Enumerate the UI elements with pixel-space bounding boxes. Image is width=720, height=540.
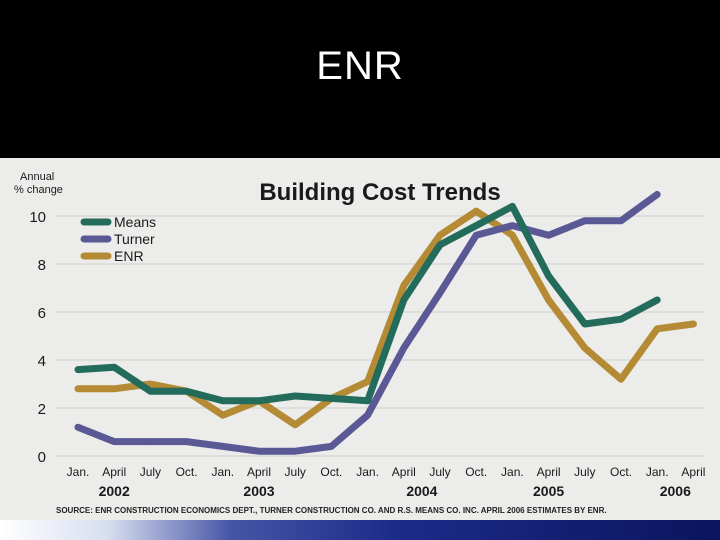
point-means [474,224,478,228]
point-means [293,394,297,398]
series-line-turner [74,190,661,455]
point-turner [293,449,297,453]
year-labels: 2002 2003 2004 2005 2006 [99,483,691,499]
x-tick-label: Jan. [356,465,379,479]
point-enr [547,298,551,302]
point-enr [366,380,370,384]
x-tick-label: April [392,465,416,479]
x-tick-label: Oct. [176,465,198,479]
point-enr [619,377,623,381]
point-means [112,365,116,369]
x-tick-label: April [102,465,126,479]
x-tick-labels: Jan. April July Oct. Jan. April July Oct. Jan. Ap… [67,465,706,479]
point-turner [221,444,225,448]
year-label-2003: 2003 [243,483,274,499]
point-turner [366,413,370,417]
x-tick-label: April [247,465,271,479]
y-axis-label-line-2: % change [14,184,63,196]
x-tick-label: Jan. [67,465,90,479]
legend-label-enr: ENR [114,248,144,264]
y-tick-label: 6 [38,305,46,322]
slide-title: ENR [316,44,404,88]
x-tick-label: July [140,465,161,479]
point-means [547,274,551,278]
point-enr [221,413,225,417]
chart-title: Building Cost Trends [259,179,500,206]
point-means [329,396,333,400]
y-tick-label: 0 [38,449,46,466]
building-cost-trends-chart: 0 2 4 6 8 10 Jan. April July Oct. Jan. April July Oc… [14,171,706,499]
point-enr [510,233,514,237]
legend-label-turner: Turner [114,231,155,247]
point-means [619,317,623,321]
point-means [221,399,225,403]
point-turner [547,233,551,237]
point-enr [655,327,659,331]
y-axis-label-line-1: Annual [20,171,54,183]
point-turner [402,346,406,350]
y-tick-label: 8 [38,257,46,274]
point-enr [691,322,695,326]
x-tick-label: July [574,465,595,479]
y-tick-label: 10 [29,209,46,226]
series-line-means [74,202,661,405]
point-means [185,389,189,393]
point-means [148,389,152,393]
point-means [257,399,261,403]
point-turner [510,224,514,228]
x-tick-label: Jan. [501,465,524,479]
point-turner [655,192,659,196]
year-label-2005: 2005 [533,483,564,499]
point-means [366,399,370,403]
point-turner [329,444,333,448]
point-enr [438,233,442,237]
x-tick-label: Oct. [610,465,632,479]
x-tick-label: July [285,465,306,479]
x-tick-label: April [681,465,705,479]
legend-label-means: Means [114,214,156,230]
point-turner [112,440,116,444]
y-tick-label: 2 [38,401,46,418]
y-tick-label: 4 [38,353,46,370]
point-enr [148,382,152,386]
point-enr [112,387,116,391]
year-label-2004: 2004 [406,483,437,499]
point-turner [76,425,80,429]
chart-figure: 0 2 4 6 8 10 Jan. April July Oct. Jan. April July Oc… [0,158,720,520]
point-turner [185,440,189,444]
point-enr [293,423,297,427]
series-layer [74,190,697,455]
point-means [583,322,587,326]
x-tick-label: Jan. [211,465,234,479]
point-turner [583,219,587,223]
point-turner [438,291,442,295]
point-means [76,368,80,372]
point-means [402,298,406,302]
grid-layer [56,215,704,457]
point-turner [619,219,623,223]
point-enr [402,284,406,288]
point-turner [148,440,152,444]
x-tick-label: Jan. [646,465,669,479]
point-means [438,243,442,247]
source-note: SOURCE: ENR CONSTRUCTION ECONOMICS DEPT.… [56,506,607,515]
point-enr [583,346,587,350]
x-tick-label: Oct. [320,465,342,479]
x-tick-label: July [429,465,450,479]
point-turner [257,449,261,453]
point-means [510,204,514,208]
slide-bottom-bar [0,520,720,540]
year-label-2006: 2006 [660,483,691,499]
x-tick-label: April [537,465,561,479]
point-enr [474,209,478,213]
point-means [655,298,659,302]
y-tick-labels: 0 2 4 6 8 10 [29,209,46,466]
point-turner [474,233,478,237]
x-tick-label: Oct. [465,465,487,479]
year-label-2002: 2002 [99,483,130,499]
point-enr [76,387,80,391]
